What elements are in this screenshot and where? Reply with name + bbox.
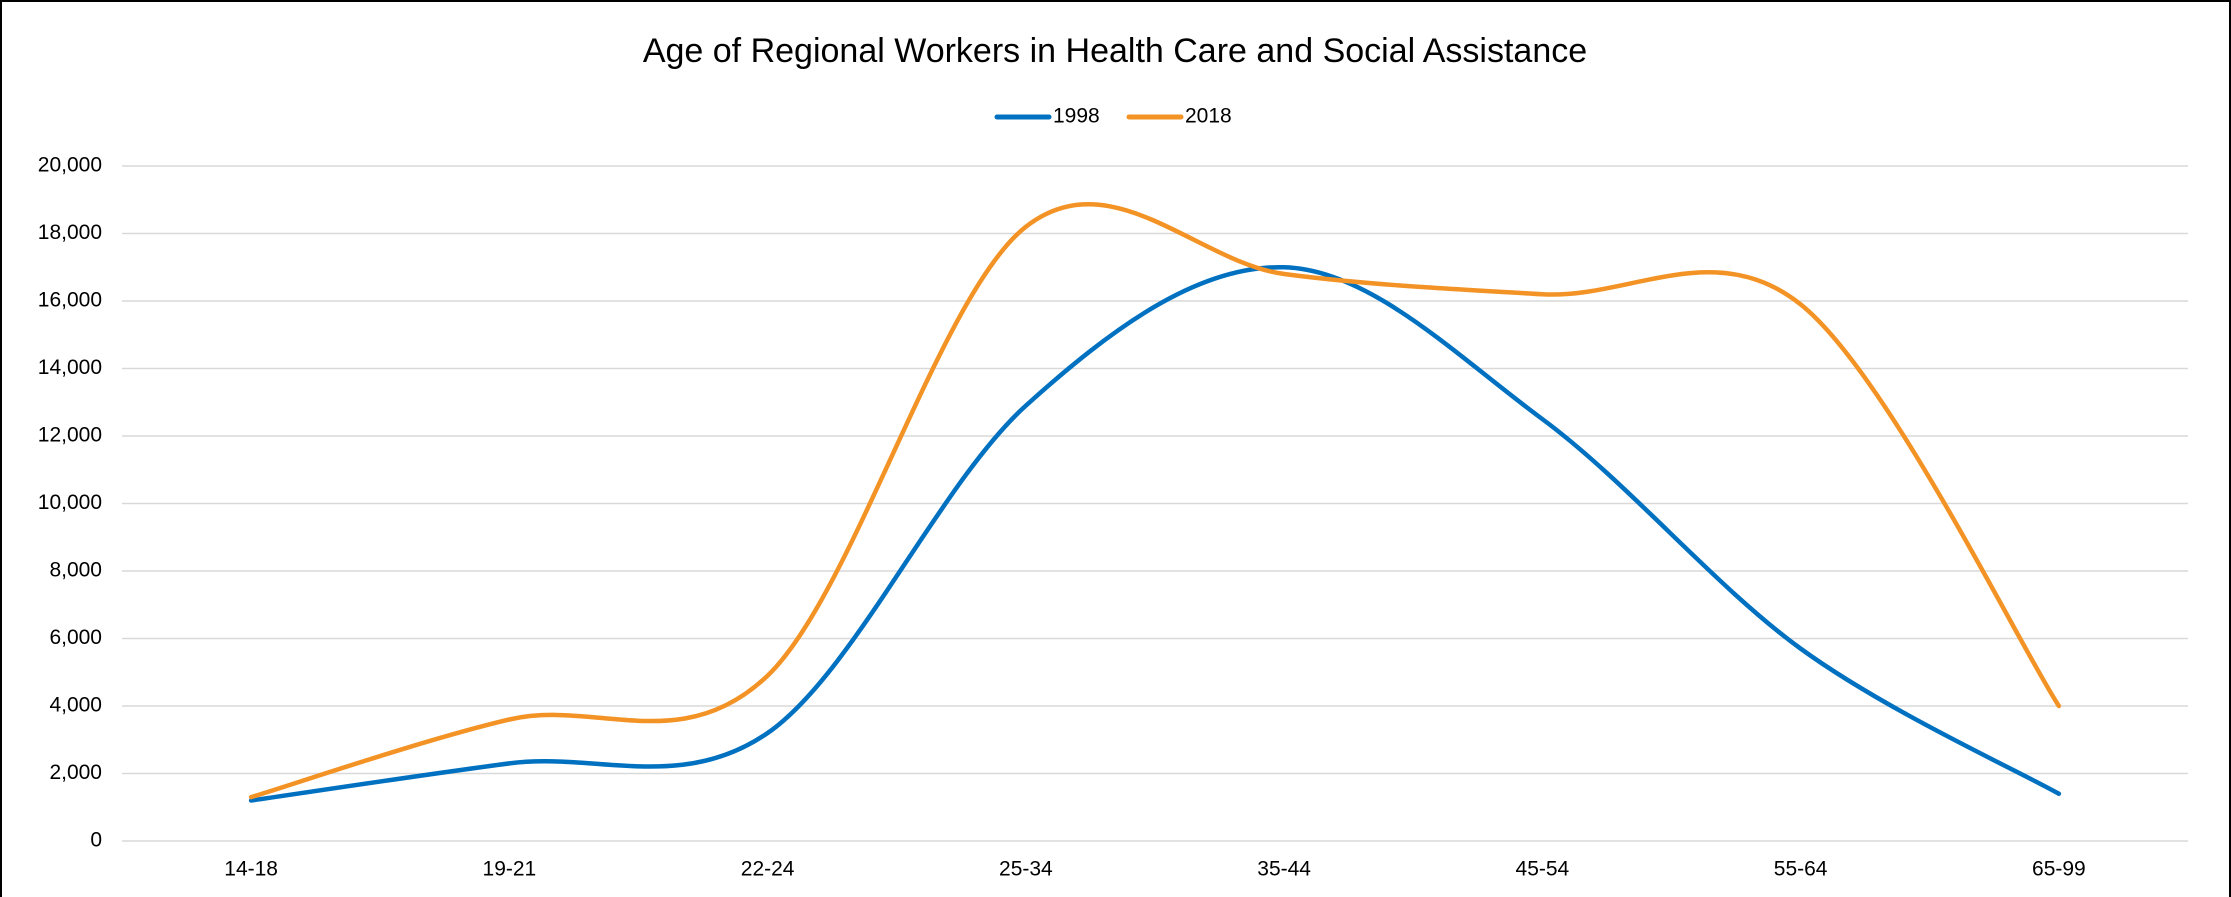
x-tick-label: 35-44: [1257, 858, 1311, 881]
y-tick-label: 10,000: [38, 491, 102, 514]
x-tick-label: 55-64: [1774, 858, 1828, 881]
x-tick-label: 65-99: [2032, 858, 2086, 881]
y-tick-label: 2,000: [49, 761, 102, 784]
y-tick-label: 6,000: [49, 626, 102, 649]
legend-label: 2018: [1185, 105, 1232, 128]
y-tick-label: 14,000: [38, 356, 102, 379]
y-tick-label: 8,000: [49, 559, 102, 582]
x-tick-label: 25-34: [999, 858, 1053, 881]
series-line: [248, 264, 2062, 803]
x-tick-label: 14-18: [224, 858, 278, 881]
y-tick-label: 0: [90, 829, 102, 852]
y-tick-label: 4,000: [49, 694, 102, 717]
series-line: [248, 202, 2062, 800]
legend-label: 1998: [1053, 105, 1100, 128]
y-tick-label: 12,000: [38, 424, 102, 447]
x-tick-label: 22-24: [741, 858, 795, 881]
y-tick-label: 16,000: [38, 289, 102, 312]
chart-title: Age of Regional Workers in Health Care a…: [643, 32, 1587, 70]
x-tick-label: 45-54: [1516, 858, 1570, 881]
x-tick-label: 19-21: [483, 858, 537, 881]
y-tick-label: 18,000: [38, 221, 102, 244]
y-tick-label: 20,000: [38, 154, 102, 177]
